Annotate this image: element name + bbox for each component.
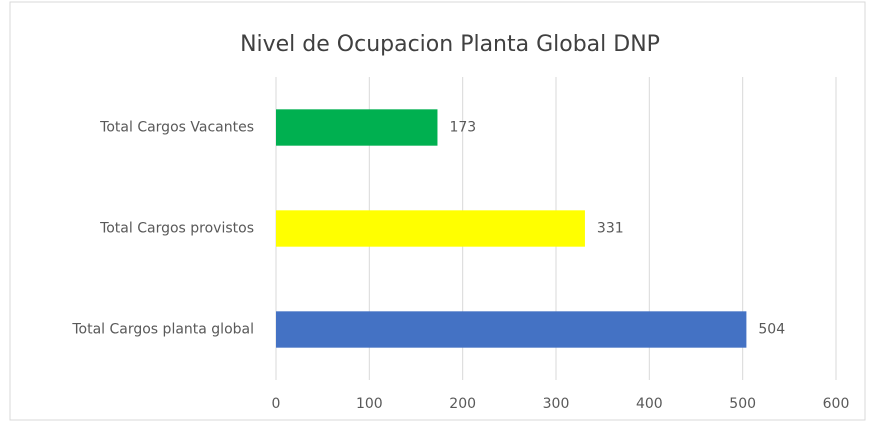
y-tick-label: Total Cargos Vacantes bbox=[99, 120, 254, 136]
bar bbox=[276, 109, 438, 146]
x-tick-label: 300 bbox=[543, 396, 570, 412]
x-tick-label: 600 bbox=[823, 396, 850, 412]
data-label: 504 bbox=[758, 322, 785, 338]
x-tick-label: 200 bbox=[449, 396, 476, 412]
chart-title: Nivel de Ocupacion Planta Global DNP bbox=[240, 32, 660, 57]
bar bbox=[276, 210, 585, 247]
bar bbox=[276, 311, 747, 348]
x-tick-label: 400 bbox=[636, 396, 663, 412]
data-label: 173 bbox=[449, 120, 476, 136]
y-tick-label: Total Cargos provistos bbox=[99, 221, 254, 237]
y-tick-label: Total Cargos planta global bbox=[71, 322, 254, 338]
x-tick-label: 100 bbox=[356, 396, 383, 412]
data-label: 331 bbox=[597, 221, 624, 237]
x-tick-label: 0 bbox=[272, 396, 281, 412]
x-tick-label: 500 bbox=[729, 396, 756, 412]
